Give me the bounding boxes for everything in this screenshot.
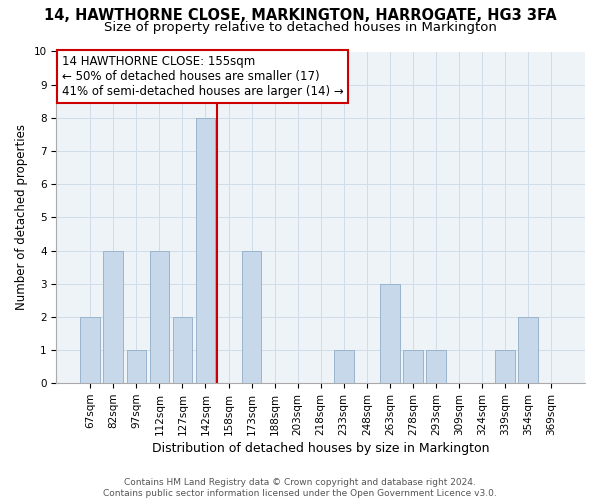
- Bar: [196, 118, 215, 383]
- Bar: [380, 284, 400, 383]
- Bar: [334, 350, 353, 383]
- Text: Contains HM Land Registry data © Crown copyright and database right 2024.
Contai: Contains HM Land Registry data © Crown c…: [103, 478, 497, 498]
- Text: 14 HAWTHORNE CLOSE: 155sqm
← 50% of detached houses are smaller (17)
41% of semi: 14 HAWTHORNE CLOSE: 155sqm ← 50% of deta…: [62, 55, 343, 98]
- Bar: [149, 250, 169, 383]
- Bar: [426, 350, 446, 383]
- Bar: [403, 350, 422, 383]
- X-axis label: Distribution of detached houses by size in Markington: Distribution of detached houses by size …: [152, 442, 490, 455]
- Bar: [495, 350, 515, 383]
- Y-axis label: Number of detached properties: Number of detached properties: [15, 124, 28, 310]
- Bar: [103, 250, 123, 383]
- Bar: [80, 317, 100, 383]
- Bar: [127, 350, 146, 383]
- Bar: [518, 317, 538, 383]
- Text: Size of property relative to detached houses in Markington: Size of property relative to detached ho…: [104, 21, 496, 34]
- Text: 14, HAWTHORNE CLOSE, MARKINGTON, HARROGATE, HG3 3FA: 14, HAWTHORNE CLOSE, MARKINGTON, HARROGA…: [44, 8, 556, 22]
- Bar: [242, 250, 262, 383]
- Bar: [173, 317, 192, 383]
